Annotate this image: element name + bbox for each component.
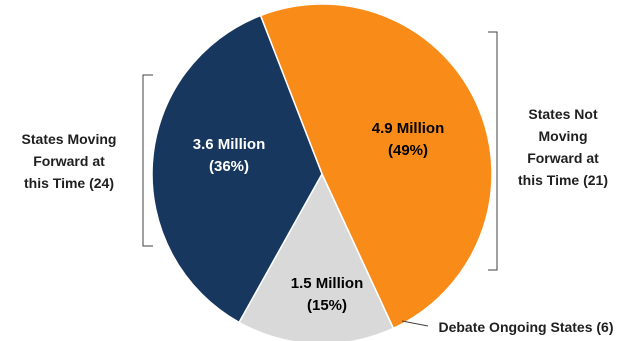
slice-label-orange-value: 4.9 Million — [372, 120, 445, 137]
moving-label-line: this Time (24) — [24, 175, 114, 191]
pie-slice-gray — [238, 172, 395, 341]
not-moving-label-line: Forward at — [527, 150, 599, 166]
not-moving-label-line: Moving — [539, 128, 588, 144]
pie-slice-orange — [259, 3, 493, 330]
not-moving-group-label: States Not Moving Forward at this Time (… — [518, 106, 608, 188]
not-moving-label-line: States Not — [528, 106, 598, 122]
slice-label-navy-value: 3.6 Million — [193, 136, 266, 153]
slice-label-orange-percent: (49%) — [388, 142, 428, 159]
slice-label-gray-value: 1.5 Million — [291, 275, 364, 292]
not-moving-bracket — [488, 31, 498, 271]
moving-label-line: States Moving — [22, 131, 117, 147]
ongoing-group-label: Debate Ongoing States (6) — [438, 319, 613, 335]
ongoing-leader-line — [401, 320, 429, 327]
moving-group-label: States Moving Forward at this Time (24) — [22, 131, 117, 191]
not-moving-label-line: this Time (21) — [518, 172, 608, 188]
moving-bracket — [142, 74, 153, 247]
slice-label-gray-percent: (15%) — [307, 297, 347, 314]
slice-label-navy-percent: (36%) — [209, 158, 249, 175]
pie-slice-navy — [151, 14, 323, 324]
moving-label-line: Forward at — [33, 153, 105, 169]
